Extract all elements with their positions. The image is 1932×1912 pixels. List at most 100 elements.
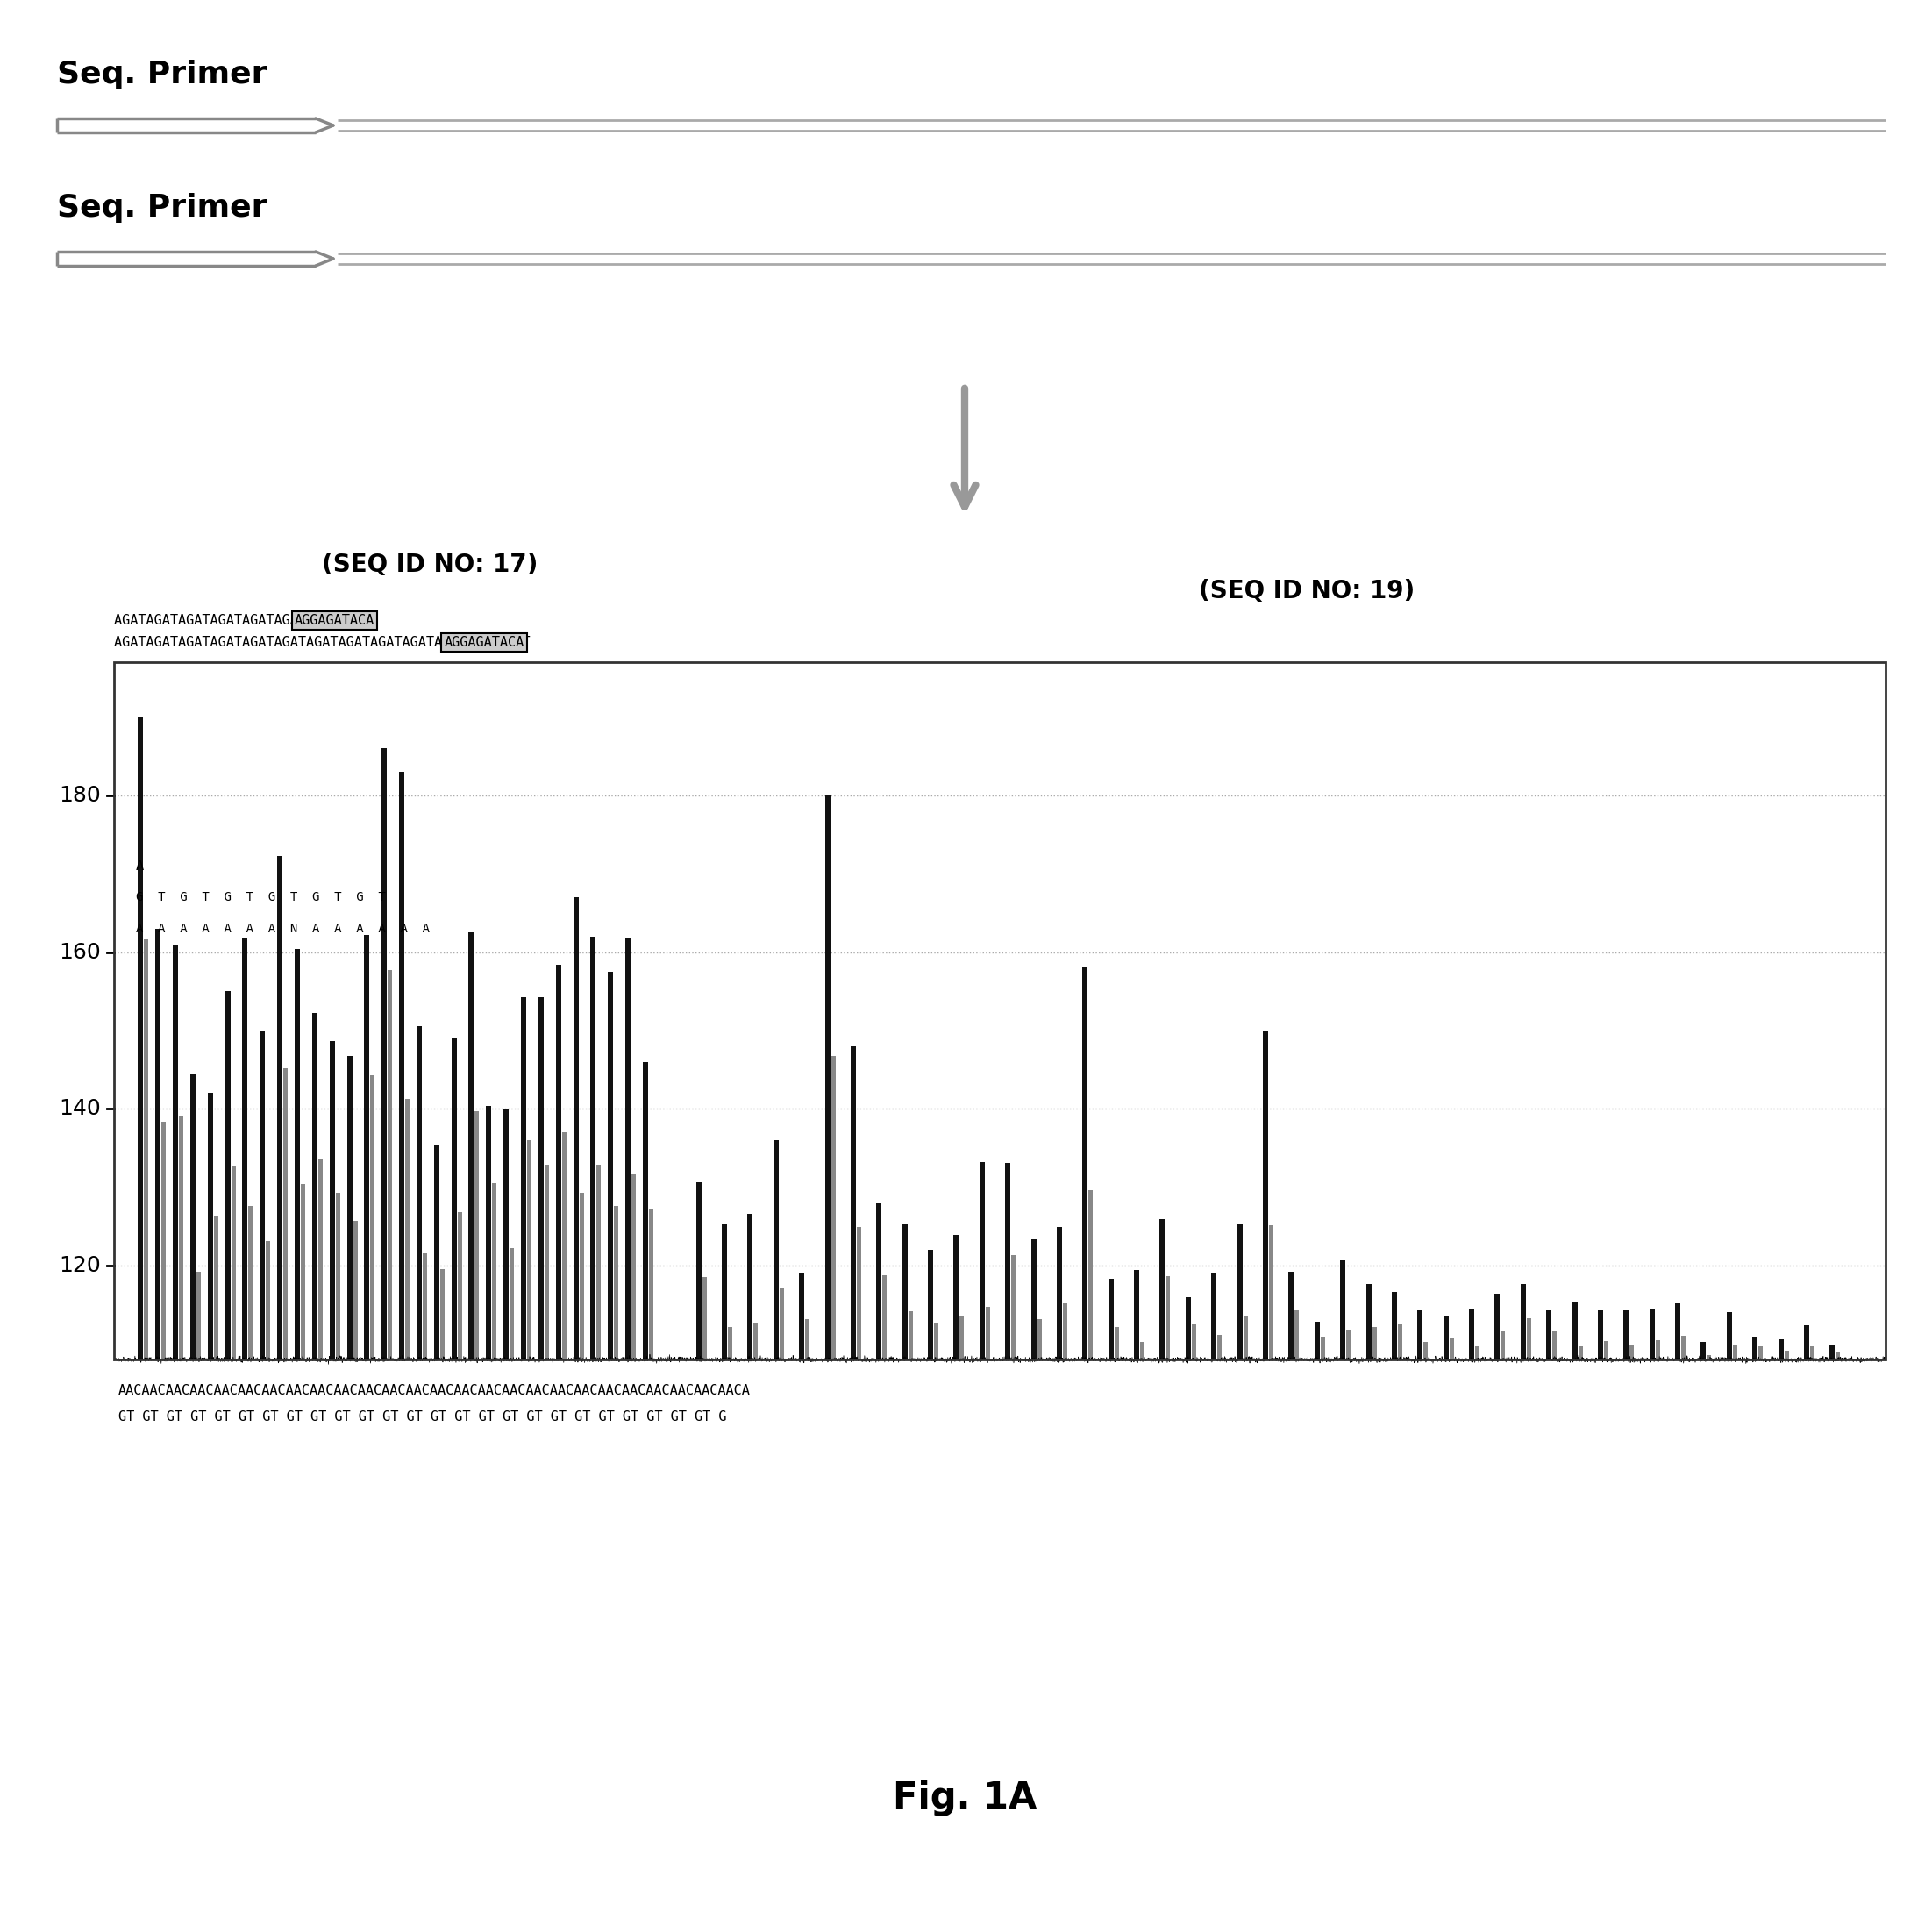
Text: Seq. Primer: Seq. Primer — [58, 59, 267, 90]
Bar — [556, 966, 560, 1359]
Bar — [319, 1159, 323, 1359]
Bar — [1546, 1310, 1551, 1359]
Bar — [1598, 1310, 1604, 1359]
Bar — [1010, 1254, 1016, 1359]
Bar — [1082, 967, 1088, 1359]
Bar — [902, 1224, 908, 1359]
Bar — [522, 996, 526, 1359]
Bar — [985, 1306, 989, 1359]
Bar — [259, 1031, 265, 1359]
Text: 180: 180 — [60, 784, 100, 805]
Bar — [155, 929, 160, 1359]
Bar — [475, 1111, 479, 1359]
Bar — [753, 1323, 757, 1359]
Bar — [145, 939, 149, 1359]
Bar — [417, 1027, 421, 1359]
Bar — [1573, 1302, 1577, 1359]
Bar — [348, 1055, 352, 1359]
Bar — [1242, 1317, 1248, 1359]
Bar — [1830, 1344, 1835, 1359]
Bar — [336, 1193, 340, 1359]
Bar — [1476, 1346, 1480, 1359]
Text: AGGAGATACA: AGGAGATACA — [444, 637, 524, 648]
Text: (SEQ ID NO: 17): (SEQ ID NO: 17) — [323, 553, 537, 577]
Bar — [1088, 1191, 1094, 1359]
Bar — [313, 1013, 317, 1359]
Text: 140: 140 — [60, 1097, 100, 1119]
Bar — [162, 1122, 166, 1359]
Bar — [406, 1099, 410, 1359]
Bar — [1681, 1336, 1685, 1359]
Bar — [723, 1226, 726, 1359]
Text: AGATAGATAGATAGATAGATAGATAGAT: AGATAGATAGATAGATAGATAGATAGAT — [114, 614, 346, 627]
Bar — [469, 933, 473, 1359]
Bar — [504, 1109, 508, 1359]
Bar — [825, 795, 831, 1359]
Bar — [1650, 1310, 1654, 1359]
Bar — [539, 996, 543, 1359]
Bar — [1578, 1346, 1582, 1359]
Bar — [435, 1145, 439, 1359]
Bar — [591, 937, 595, 1359]
Bar — [1134, 1270, 1140, 1359]
Bar — [908, 1312, 912, 1359]
Bar — [960, 1317, 964, 1359]
Text: AACAACAACAACAACAACAACAACAACAACAACAACAACAACAACAACAACAACAACAACAACAACAACAACAACAACA: AACAACAACAACAACAACAACAACAACAACAACAACAACA… — [118, 1384, 752, 1398]
Bar — [276, 857, 282, 1359]
Bar — [267, 1241, 270, 1359]
Bar — [1236, 1224, 1242, 1359]
Bar — [1785, 1352, 1789, 1359]
Bar — [1418, 1310, 1422, 1359]
Bar — [1269, 1226, 1273, 1359]
Bar — [527, 1140, 531, 1359]
Bar — [1733, 1344, 1737, 1359]
Bar — [1321, 1336, 1325, 1359]
Text: GT GT GT GT GT GT GT GT GT GT GT GT GT GT GT GT GT GT GT GT GT GT GT GT GT G: GT GT GT GT GT GT GT GT GT GT GT GT GT G… — [118, 1411, 726, 1423]
Bar — [440, 1270, 444, 1359]
Bar — [1037, 1319, 1041, 1359]
Bar — [1211, 1273, 1217, 1359]
Bar — [773, 1140, 779, 1359]
Bar — [1057, 1228, 1063, 1359]
Bar — [452, 1038, 456, 1359]
Bar — [400, 772, 404, 1359]
Bar — [197, 1271, 201, 1359]
Text: 120: 120 — [60, 1254, 100, 1275]
Bar — [1217, 1335, 1221, 1359]
Bar — [180, 1115, 184, 1359]
Text: (SEQ ID NO: 19): (SEQ ID NO: 19) — [1198, 579, 1414, 604]
Bar — [296, 948, 299, 1359]
Bar — [1005, 1162, 1010, 1359]
Bar — [493, 1184, 497, 1359]
Bar — [850, 1046, 856, 1359]
Bar — [1656, 1340, 1660, 1359]
Bar — [232, 1166, 236, 1359]
Bar — [927, 1250, 933, 1359]
Text: A  A  A  A  A  A  A  N  A  A  A  A  A  A: A A A A A A A N A A A A A A — [135, 922, 429, 935]
Bar — [189, 1075, 195, 1359]
Bar — [423, 1254, 427, 1359]
Bar — [643, 1063, 647, 1359]
Bar — [1700, 1342, 1706, 1359]
Bar — [1341, 1260, 1345, 1359]
Bar — [1424, 1342, 1428, 1359]
Text: Seq. Primer: Seq. Primer — [58, 193, 267, 224]
Bar — [1314, 1321, 1320, 1359]
Bar — [1631, 1346, 1634, 1359]
Bar — [1399, 1325, 1403, 1359]
Bar — [1804, 1325, 1808, 1359]
Bar — [301, 1184, 305, 1359]
Text: Fig. 1A: Fig. 1A — [893, 1780, 1037, 1816]
Bar — [137, 717, 143, 1359]
Bar — [383, 748, 386, 1359]
Bar — [806, 1319, 810, 1359]
Bar — [1115, 1327, 1119, 1359]
Bar — [224, 990, 230, 1359]
Bar — [701, 1277, 707, 1359]
Bar — [831, 1055, 835, 1359]
Bar — [1623, 1310, 1629, 1359]
Bar — [487, 1107, 491, 1359]
Bar — [1810, 1346, 1814, 1359]
Bar — [1758, 1346, 1764, 1359]
Bar — [1289, 1271, 1294, 1359]
